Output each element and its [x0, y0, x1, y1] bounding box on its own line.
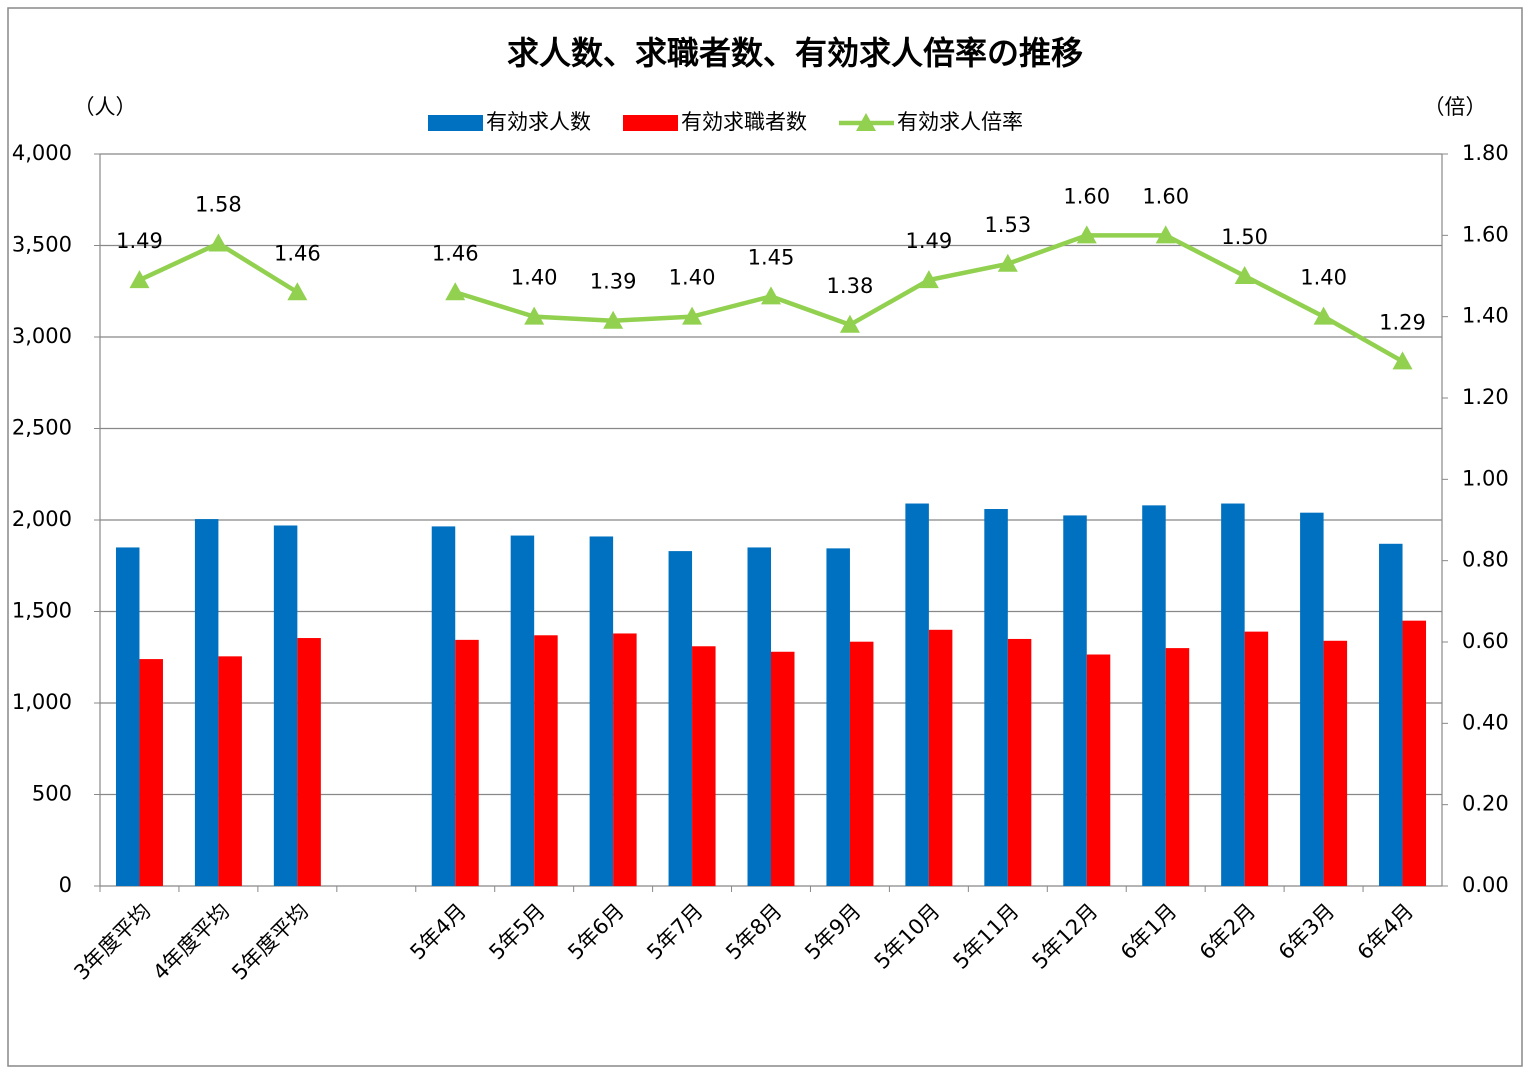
- bar: [139, 659, 163, 886]
- line-marker: [129, 270, 150, 289]
- line-marker: [1234, 266, 1255, 284]
- data-label: 1.50: [1221, 225, 1268, 249]
- legend-label: 有効求人倍率: [897, 110, 1023, 134]
- data-label: 1.40: [511, 266, 558, 290]
- y2-tick-label: 0.60: [1462, 629, 1509, 653]
- y-tick-label: 3,500: [12, 233, 72, 257]
- bar: [668, 551, 693, 886]
- bar: [905, 503, 929, 886]
- line-marker: [445, 282, 466, 301]
- bar: [747, 547, 771, 886]
- data-label: 1.40: [1300, 266, 1347, 290]
- y2-tick-label: 1.00: [1462, 466, 1509, 490]
- bar: [1221, 503, 1245, 886]
- line-marker: [997, 253, 1018, 272]
- line-marker: [208, 233, 229, 252]
- data-label: 1.45: [748, 245, 795, 269]
- line-marker: [1392, 351, 1413, 370]
- y-tick-label: 3,000: [12, 324, 72, 348]
- bar: [826, 548, 850, 886]
- y2-tick-label: 1.60: [1462, 222, 1509, 246]
- data-label: 1.60: [1142, 184, 1189, 208]
- bar: [273, 525, 298, 886]
- y2-tick-label: 0.40: [1462, 710, 1509, 734]
- bar: [849, 641, 874, 886]
- data-label: 1.38: [827, 274, 874, 298]
- bar: [928, 629, 953, 886]
- line-marker: [1313, 306, 1334, 325]
- y2-tick-label: 0.80: [1462, 548, 1509, 572]
- line-marker: [287, 282, 308, 301]
- bar: [1244, 631, 1269, 886]
- bar: [534, 635, 558, 886]
- y2-tick-label: 0.20: [1462, 792, 1509, 816]
- data-label: 1.53: [984, 213, 1031, 237]
- y-tick-label: 4,000: [12, 141, 72, 165]
- y-tick-label: 2,500: [12, 416, 72, 440]
- y-tick-label: 1,000: [12, 690, 72, 714]
- bar: [1063, 515, 1087, 886]
- data-label: 1.29: [1379, 310, 1426, 334]
- y2-tick-label: 1.20: [1462, 385, 1509, 409]
- bar: [431, 526, 456, 886]
- bar: [297, 638, 321, 886]
- bar: [455, 639, 479, 886]
- bar: [510, 535, 535, 886]
- bar: [984, 509, 1008, 886]
- bar: [1007, 638, 1032, 886]
- data-label: 1.40: [669, 266, 716, 290]
- legend-swatch: [856, 113, 876, 131]
- bar: [194, 519, 219, 886]
- bar: [1379, 543, 1403, 886]
- line-marker: [603, 310, 624, 329]
- legend-swatch: [428, 115, 483, 131]
- line-marker: [682, 306, 703, 325]
- line-marker: [524, 306, 545, 325]
- bar: [1300, 512, 1324, 886]
- bar: [1323, 640, 1348, 886]
- data-label: 1.60: [1063, 184, 1110, 208]
- bar: [692, 646, 716, 886]
- bar: [218, 656, 242, 886]
- data-label: 1.46: [274, 241, 321, 265]
- line-marker: [918, 270, 939, 289]
- y-tick-label: 1,500: [12, 599, 72, 623]
- y-tick-label: 2,000: [12, 507, 72, 531]
- legend-swatch: [623, 115, 678, 131]
- data-label: 1.58: [195, 192, 242, 216]
- y2-tick-label: 1.80: [1462, 141, 1509, 165]
- bar: [613, 633, 637, 886]
- line-marker: [761, 286, 781, 305]
- data-label: 1.49: [905, 229, 952, 253]
- bar: [771, 651, 795, 886]
- bar: [589, 536, 614, 886]
- bar: [1402, 620, 1427, 886]
- bar: [1086, 654, 1111, 886]
- line-marker: [1076, 225, 1097, 244]
- y-tick-label: 500: [32, 782, 72, 806]
- data-label: 1.46: [432, 241, 479, 265]
- data-label: 1.49: [116, 229, 163, 253]
- y2-tick-label: 0.00: [1462, 873, 1509, 897]
- legend-label: 有効求人数: [486, 110, 591, 134]
- y2-axis-label: （倍）: [1424, 95, 1487, 119]
- line-marker: [839, 314, 860, 333]
- y-axis-label: （人）: [74, 95, 137, 119]
- y2-tick-label: 1.40: [1462, 304, 1509, 328]
- data-label: 1.39: [590, 270, 637, 294]
- bar: [1142, 505, 1166, 886]
- bar: [115, 547, 140, 886]
- bar: [1165, 648, 1190, 886]
- line-marker: [1155, 225, 1176, 244]
- y-tick-label: 0: [59, 873, 72, 897]
- chart-title: 求人数、求職者数、有効求人倍率の推移: [507, 34, 1083, 72]
- legend-label: 有効求職者数: [681, 110, 807, 134]
- chart-frame: [7, 7, 1523, 1067]
